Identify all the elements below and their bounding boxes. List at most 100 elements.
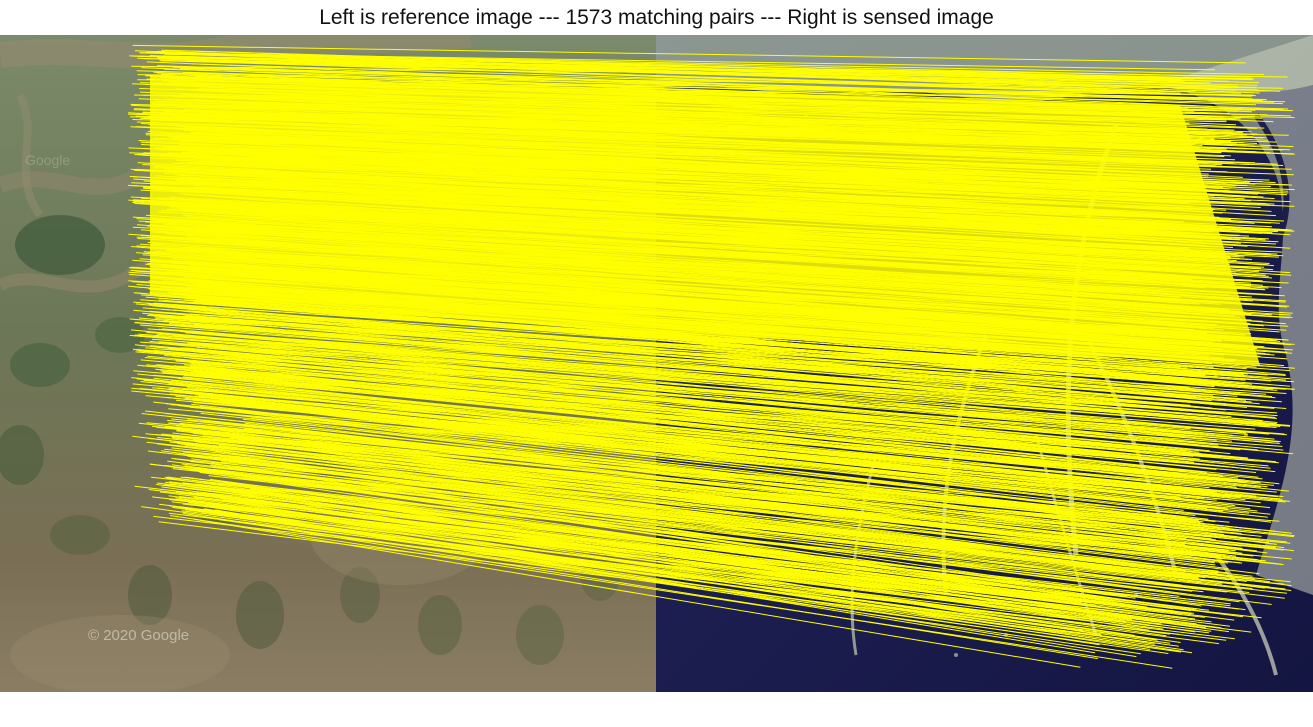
match-line (185, 509, 1219, 645)
match-line (160, 60, 1195, 93)
match-line (184, 374, 1280, 485)
match-line (179, 67, 1192, 99)
match-line (170, 515, 1173, 669)
match-line (149, 288, 1181, 368)
match-line (192, 518, 1081, 668)
match-line (133, 199, 1254, 256)
match-line (168, 147, 1188, 183)
match-line (155, 434, 1256, 534)
match-line (159, 112, 1218, 164)
match-line (146, 364, 1279, 464)
match-line (164, 318, 1208, 413)
match-line (173, 230, 1260, 282)
match-line (130, 266, 1203, 340)
match-line (190, 431, 1242, 534)
match-line (200, 511, 1157, 641)
match-line (177, 377, 1289, 492)
match-line (142, 111, 1263, 139)
match-line (158, 299, 1244, 376)
match-line (229, 437, 1268, 554)
match-line (132, 119, 1193, 151)
match-line (180, 347, 1275, 444)
match-line (197, 88, 1189, 110)
figure-bottom-margin (0, 692, 1313, 727)
match-line (168, 389, 1284, 498)
match-line (155, 170, 1263, 230)
match-line (191, 458, 1221, 592)
match-line (173, 403, 1209, 520)
match-line (159, 255, 1221, 342)
match-line (144, 357, 1258, 451)
match-line (143, 251, 1191, 337)
match-line (140, 141, 1251, 184)
match-line (158, 153, 1190, 204)
match-line (194, 75, 1218, 117)
match-line (168, 98, 1244, 134)
match-line (184, 228, 1188, 296)
match-line (190, 486, 1175, 612)
match-line (164, 448, 1292, 560)
match-line (183, 315, 1214, 396)
figure-title: Left is reference image --- 1573 matchin… (319, 6, 994, 29)
match-line (138, 317, 1278, 423)
match-line (180, 476, 1193, 592)
match-line (134, 108, 1227, 150)
match-line (150, 83, 1267, 100)
match-line (191, 282, 1240, 366)
match-line (191, 432, 1217, 541)
match-line (180, 372, 1259, 462)
match-line (180, 168, 1200, 219)
match-line (179, 422, 1228, 530)
match-line (143, 148, 1196, 188)
match-line (193, 432, 1285, 549)
match-line (166, 477, 1082, 603)
match-line (186, 285, 1287, 381)
match-line (208, 475, 1288, 594)
match-line (187, 455, 1202, 583)
match-line (147, 225, 1190, 305)
match-line (187, 67, 1242, 94)
match-line (188, 157, 1232, 221)
match-line (173, 216, 1266, 276)
match-line (197, 388, 1211, 491)
match-line (156, 72, 1252, 113)
match-line (168, 481, 1200, 610)
match-line (182, 214, 1270, 283)
match-line (139, 91, 1258, 129)
match-line (193, 496, 1153, 615)
match-line (182, 451, 1270, 583)
match-line (168, 495, 1212, 632)
match-line (132, 383, 1275, 486)
match-line (192, 439, 1193, 558)
match-line (154, 295, 1291, 387)
match-line (128, 147, 1220, 197)
match-line (130, 329, 1246, 434)
match-line (134, 50, 1197, 93)
match-line (146, 78, 1230, 114)
match-line (194, 398, 1221, 509)
match-line (153, 515, 1179, 635)
match-line (181, 463, 1206, 579)
match-line (171, 437, 1229, 570)
match-line (171, 379, 1249, 484)
match-line (178, 486, 1192, 615)
match-line (163, 76, 1284, 111)
match-line (159, 369, 1207, 456)
match-line (161, 486, 1127, 623)
match-line (168, 499, 1175, 622)
match-line (194, 281, 1226, 355)
match-line (152, 185, 1232, 239)
match-line (168, 408, 1217, 501)
match-line (154, 316, 1227, 405)
match-line (172, 468, 1270, 588)
match-line (148, 288, 1200, 382)
match-line (194, 410, 1228, 510)
image-axes: Google (0, 35, 1313, 692)
match-line (156, 149, 1246, 192)
match-line (192, 146, 1263, 183)
match-line (217, 486, 1239, 610)
match-line (145, 263, 1277, 341)
match-line (158, 219, 1282, 289)
match-line (149, 224, 1269, 289)
